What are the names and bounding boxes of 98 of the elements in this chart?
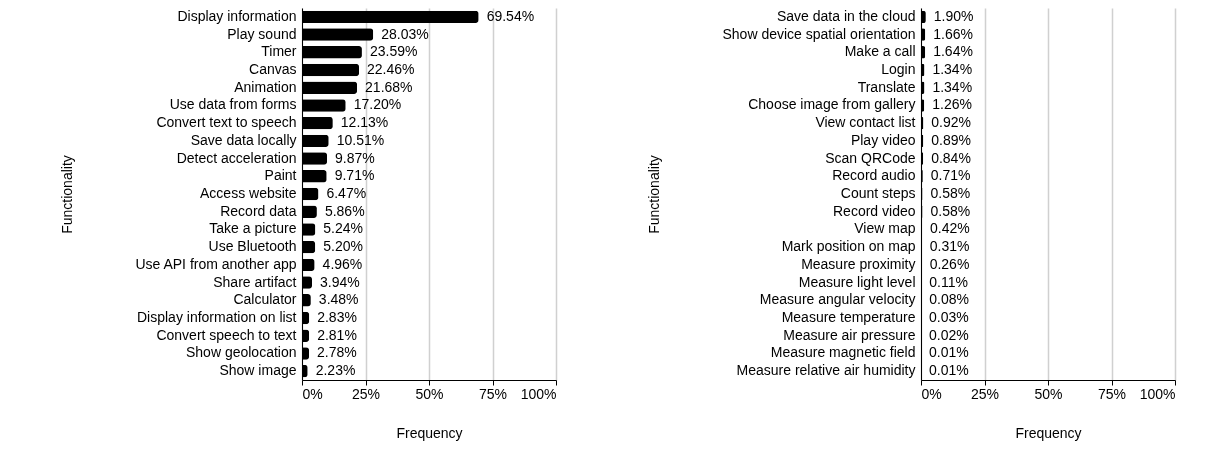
data-label: 6.47% [326,185,367,201]
data-label: 1.66% [933,25,973,42]
data-label: 1.34% [932,78,973,95]
y-tick-label: Paint [264,167,297,184]
data-label: 22.46% [367,61,415,77]
y-tick-label: View map [854,220,916,237]
y-tick-label: Choose image from gallery [748,96,916,113]
x-tick-label: 100% [1139,385,1176,402]
x-tick-label: 25% [351,385,381,402]
data-label: 9.87% [335,149,375,166]
data-label: 23.59% [369,43,418,60]
data-label: 21.68% [365,78,413,95]
data-label: 0.89% [931,131,971,148]
y-tick-label: Scan QRCode [825,149,916,166]
x-tick-label: 0% [921,385,942,402]
data-label: 0.11% [929,273,968,290]
y-tick-label: Take a picture [209,220,297,237]
y-tick-label: Show image [219,362,297,379]
data-label: 69.54% [486,7,535,24]
data-label: 1.34% [932,61,973,77]
data-label: 0.71% [930,167,971,184]
y-tick-label: Play sound [227,25,297,42]
y-tick-label: Measure light level [798,273,916,290]
y-tick-label: Record video [833,202,916,219]
y-tick-label: Measure air pressure [783,326,916,343]
y-tick-label: Login [881,61,916,77]
y-tick-label: Record data [220,202,297,219]
data-label: 2.78% [317,344,357,361]
x-axis-title: Frequency [396,424,463,441]
y-tick-label: Use Bluetooth [208,238,297,255]
y-tick-label: Calculator [233,291,297,308]
y-tick-label: Mark position on map [781,238,916,255]
data-label: 3.48% [318,291,359,308]
data-label: 2.83% [317,309,357,325]
y-tick-label: Access website [200,185,297,201]
y-tick-label: Count steps [840,185,916,201]
y-tick-label: Measure relative air humidity [736,362,916,379]
y-tick-label: Show geolocation [185,344,297,361]
y-tick-label: Measure temperature [781,309,916,325]
data-label: 0.58% [930,202,971,219]
y-tick-label: Measure angular velocity [759,291,916,308]
data-label: 0.02% [929,326,969,343]
data-label: 0.26% [929,255,970,272]
data-label: 0.58% [930,185,971,201]
y-tick-label: Display information on list [136,309,297,325]
data-label: 0.01% [929,344,969,361]
data-label: 0.31% [929,238,970,255]
data-label: 5.20% [323,238,363,255]
y-tick-label: Use API from another app [135,255,297,272]
data-label: 0.01% [929,362,969,379]
data-label: 28.03% [381,25,429,42]
y-tick-label: Detect acceleration [176,149,297,166]
y-axis-title: Functionality [646,155,663,234]
y-tick-label: Share artifact [213,273,297,290]
data-label: 10.51% [336,131,385,148]
y-tick-label: Convert text to speech [156,114,297,131]
y-tick-label: View contact list [815,114,916,131]
y-tick-label: Convert speech to text [156,326,297,343]
data-label: 3.94% [320,273,360,290]
x-tick-label: 75% [478,385,508,402]
y-tick-label: Measure proximity [801,255,916,272]
y-tick-label: Display information [177,7,297,24]
data-label: 12.13% [340,114,389,131]
y-tick-label: Make a call [844,43,916,60]
y-tick-label: Animation [234,78,297,95]
y-tick-label: Translate [857,78,916,95]
data-label: 4.96% [322,255,363,272]
data-label: 0.42% [930,220,970,237]
y-tick-label: Record audio [832,167,916,184]
data-label: 1.64% [933,43,973,60]
x-tick-label: 75% [1097,385,1127,402]
data-label: 2.81% [317,326,357,343]
data-label: 17.20% [353,96,402,113]
x-axis-title: Frequency [1015,424,1082,441]
x-tick-label: 25% [970,385,1000,402]
data-label: 5.24% [323,220,364,237]
y-axis-title: Functionality [58,155,75,234]
data-label: 0.03% [929,309,969,325]
x-tick-label: 0% [302,385,323,402]
data-label: 0.92% [931,114,972,131]
y-tick-label: Canvas [249,61,297,77]
x-tick-label: 50% [1034,385,1063,402]
data-label: 5.86% [324,202,365,219]
data-label: 0.84% [931,149,971,166]
y-tick-label: Play video [850,131,916,148]
y-tick-label: Save data in the cloud [776,7,916,24]
data-label: 0.08% [929,291,969,308]
data-label: 2.23% [315,362,356,379]
x-tick-label: 50% [415,385,444,402]
y-tick-label: Timer [261,43,297,60]
y-tick-label: Measure magnetic field [770,344,916,361]
y-tick-label: Use data from forms [169,96,297,113]
y-tick-label: Save data locally [190,131,297,148]
data-label: 9.71% [334,167,375,184]
y-tick-label: Show device spatial orientation [722,25,916,42]
x-tick-label: 100% [520,385,557,402]
data-label: 1.90% [933,7,974,24]
data-label: 1.26% [932,96,972,113]
